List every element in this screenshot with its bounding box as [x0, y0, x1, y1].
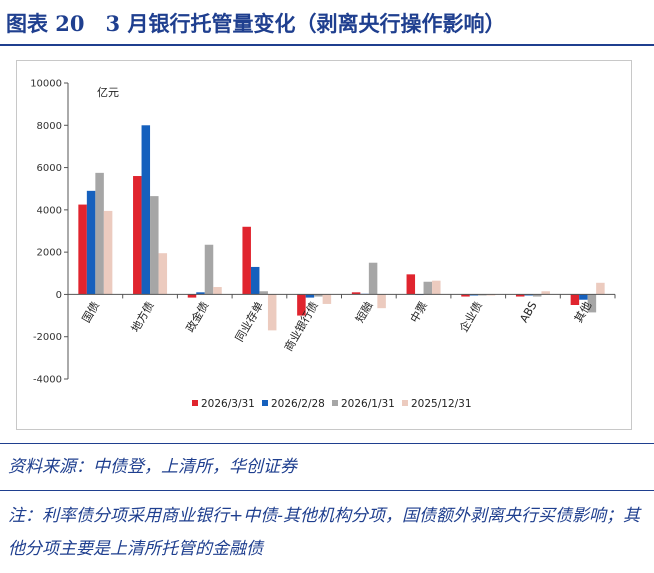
legend-label: 2026/2/28 — [271, 398, 325, 410]
bar — [259, 291, 268, 295]
bar — [377, 294, 386, 309]
bar — [267, 294, 277, 331]
bar — [461, 294, 470, 297]
y-tick-label: 4000 — [37, 205, 62, 216]
bar — [570, 294, 580, 305]
bar — [141, 125, 151, 295]
unit-label: 亿元 — [97, 86, 119, 99]
bar — [486, 294, 496, 296]
category-label: 同业存单 — [232, 299, 266, 344]
legend-label: 2025/12/31 — [411, 398, 472, 410]
category-label: 国债 — [79, 299, 102, 325]
bar — [587, 294, 597, 313]
bar — [305, 294, 315, 298]
bar — [196, 292, 205, 295]
y-tick-label: -4000 — [33, 375, 62, 386]
bar — [524, 294, 533, 296]
category-label: ABS — [517, 299, 539, 324]
source-text: 资料来源：中债登，上清所，华创证券 — [8, 457, 297, 477]
bar — [86, 190, 96, 295]
category-label: 短融 — [352, 299, 375, 325]
bar — [297, 294, 306, 316]
bar — [314, 294, 323, 297]
chart-area: 亿元 -4000 -2000 0 2000 4000 6000 8000 10000 国债 地方债政… — [16, 60, 632, 430]
source-rule — [0, 443, 654, 444]
bar — [423, 281, 433, 295]
bar — [406, 274, 416, 295]
note-text: 注：利率债分项采用商业银行+中债-其他机构分项，国债额外剥离央行买债影响；其他分… — [8, 506, 640, 559]
category-label: 政金债 — [183, 299, 212, 335]
bar — [250, 266, 260, 295]
legend-swatch — [262, 400, 268, 406]
y-tick-label: 6000 — [37, 163, 62, 174]
bar — [469, 294, 479, 296]
figure-title: 图表 20 3 月银行托管量变化（剥离央行操作影响） — [6, 11, 506, 36]
legend-label: 2026/3/31 — [201, 398, 255, 410]
y-tick-label: 8000 — [37, 121, 62, 132]
bar-chart: 亿元 -4000 -2000 0 2000 4000 6000 8000 10000 国债 地方债政… — [30, 79, 616, 410]
y-tick-label: 0 — [56, 290, 62, 301]
legend-swatch — [402, 400, 408, 406]
bar — [187, 294, 197, 298]
y-tick-label: 2000 — [37, 248, 62, 259]
bar — [351, 292, 361, 295]
bar — [204, 244, 214, 295]
bar — [95, 172, 104, 295]
bar — [133, 176, 142, 295]
category-label: 企业债 — [456, 299, 485, 335]
bar — [213, 287, 222, 295]
legend-swatch — [192, 400, 198, 406]
bar — [103, 210, 113, 295]
note-rule — [0, 490, 654, 491]
bar — [596, 282, 605, 295]
bar — [541, 291, 550, 295]
title-rule — [0, 44, 654, 46]
category-label: 中票 — [408, 299, 430, 325]
category-label: 地方债 — [128, 299, 157, 335]
bar — [579, 294, 588, 300]
bar — [532, 294, 542, 297]
legend-label: 2026/1/31 — [341, 398, 395, 410]
bar — [150, 196, 159, 295]
y-tick-label: -2000 — [33, 332, 62, 343]
bar — [78, 204, 87, 295]
bar — [322, 294, 332, 304]
bar — [368, 262, 378, 295]
bar — [478, 294, 487, 296]
bar — [242, 226, 251, 295]
legend-swatch — [332, 400, 338, 406]
bar — [158, 253, 168, 295]
y-tick-label: 10000 — [30, 79, 62, 90]
bar — [432, 280, 441, 295]
bar — [515, 294, 525, 297]
